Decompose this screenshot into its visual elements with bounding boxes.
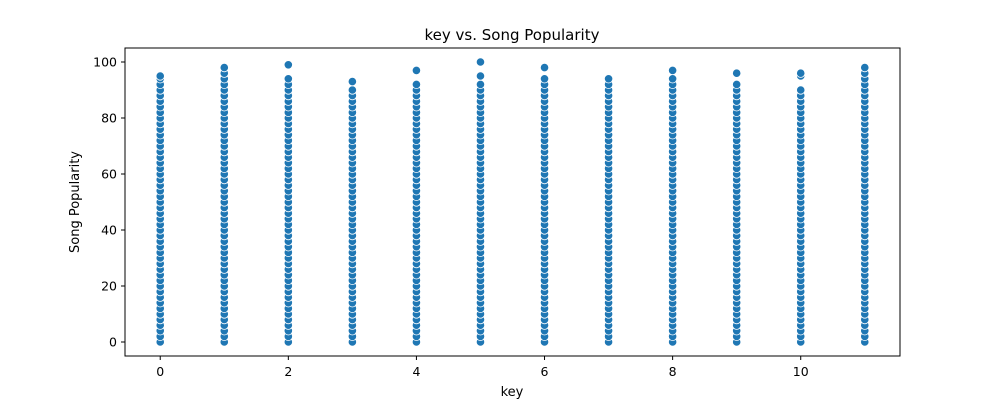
data-point-key-7-47 [603, 74, 614, 84]
data-point-key-5-47 [475, 71, 486, 81]
data-point-key-10-47 [796, 68, 806, 78]
data-point-key-5-48 [475, 57, 486, 67]
x-tick-label: 4 [412, 364, 420, 379]
y-tick-label: 80 [101, 111, 117, 126]
data-point-key-4-47 [411, 65, 422, 76]
scatter-points [155, 57, 870, 347]
x-tick-label: 10 [793, 364, 809, 379]
data-point-key-6-47 [539, 74, 550, 84]
plot-area-frame [124, 47, 901, 357]
y-tick-label: 100 [93, 55, 117, 70]
data-point-key-6-48 [539, 62, 550, 73]
data-point-key-0-48 [155, 71, 165, 81]
x-axis-label: key [501, 385, 524, 400]
y-tick-label: 60 [101, 167, 117, 182]
x-axis-ticks: 0 2 4 6 8 10 [156, 356, 809, 379]
data-point-key-5-46 [475, 79, 486, 90]
data-point-key-8-47 [668, 74, 678, 84]
x-tick-label: 8 [669, 364, 677, 379]
x-tick-label: 0 [156, 364, 164, 379]
x-tick-label: 6 [541, 364, 549, 379]
chart-title: key vs. Song Popularity [425, 26, 600, 44]
y-axis-ticks: 0 20 40 60 80 100 [93, 55, 125, 350]
data-point-key-1-49 [219, 62, 229, 73]
y-tick-label: 0 [109, 335, 117, 350]
data-point-key-9-46 [732, 79, 742, 90]
data-point-key-3-45 [347, 85, 357, 95]
data-point-key-3-46 [347, 77, 357, 87]
y-axis-label: Song Popularity [68, 151, 83, 253]
data-point-key-11-49 [860, 62, 870, 73]
y-tick-label: 20 [101, 279, 117, 294]
data-point-key-4-46 [411, 79, 422, 90]
data-point-key-8-48 [668, 65, 678, 76]
data-point-key-9-47 [732, 68, 742, 78]
data-point-key-2-47 [283, 74, 293, 84]
y-tick-label: 40 [101, 223, 117, 238]
data-point-key-10-45 [796, 85, 806, 95]
x-tick-label: 2 [284, 364, 292, 379]
data-point-key-2-48 [283, 60, 293, 70]
